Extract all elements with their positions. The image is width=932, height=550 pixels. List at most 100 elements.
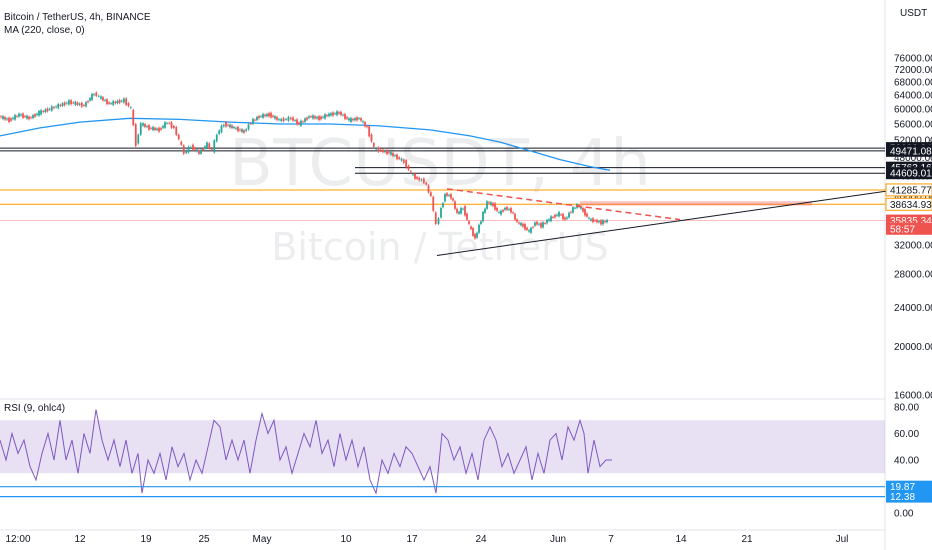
candle[interactable]: [490, 202, 492, 205]
candle[interactable]: [370, 134, 373, 142]
ma-legend[interactable]: MA (220, close, 0): [4, 25, 85, 36]
candle[interactable]: [514, 213, 516, 220]
rsi-line[interactable]: [0, 409, 612, 495]
candle[interactable]: [506, 207, 508, 210]
candle[interactable]: [154, 127, 156, 130]
candle[interactable]: [274, 116, 276, 119]
candle[interactable]: [437, 218, 440, 224]
candle[interactable]: [192, 144, 194, 150]
candle[interactable]: [63, 102, 66, 106]
candle[interactable]: [332, 112, 334, 116]
candle[interactable]: [8, 117, 10, 122]
candle[interactable]: [132, 109, 135, 126]
candle[interactable]: [604, 221, 606, 223]
candle[interactable]: [472, 228, 474, 236]
candle[interactable]: [366, 126, 368, 128]
candle[interactable]: [392, 153, 394, 156]
candle[interactable]: [402, 159, 405, 163]
candle[interactable]: [326, 115, 328, 117]
candle[interactable]: [368, 126, 371, 137]
candle[interactable]: [34, 114, 36, 117]
candle[interactable]: [93, 94, 95, 96]
candle[interactable]: [48, 108, 51, 110]
candle[interactable]: [328, 113, 330, 117]
candle[interactable]: [116, 100, 119, 104]
candle[interactable]: [586, 213, 588, 217]
candle[interactable]: [310, 116, 312, 118]
candle[interactable]: [137, 134, 140, 144]
candle[interactable]: [296, 119, 298, 125]
candle[interactable]: [450, 194, 452, 199]
candle[interactable]: [256, 116, 258, 121]
candle[interactable]: [528, 230, 530, 232]
candle[interactable]: [526, 227, 528, 230]
candle[interactable]: [100, 96, 102, 99]
candle[interactable]: [358, 118, 360, 120]
candle[interactable]: [544, 223, 546, 224]
candle[interactable]: [398, 157, 401, 159]
candle[interactable]: [156, 128, 158, 130]
candle[interactable]: [258, 116, 260, 119]
candle[interactable]: [104, 100, 106, 101]
candle[interactable]: [182, 145, 185, 154]
candle[interactable]: [344, 113, 346, 119]
candle[interactable]: [598, 221, 600, 223]
candle[interactable]: [394, 155, 396, 157]
candle[interactable]: [87, 101, 89, 103]
candle[interactable]: [540, 222, 542, 228]
candle[interactable]: [352, 118, 354, 121]
candle[interactable]: [416, 176, 418, 179]
candle[interactable]: [538, 223, 540, 225]
candle[interactable]: [418, 177, 421, 181]
candle[interactable]: [85, 102, 87, 107]
candle[interactable]: [427, 185, 430, 193]
candle[interactable]: [434, 212, 437, 224]
candle[interactable]: [518, 222, 520, 224]
candle[interactable]: [112, 101, 115, 105]
candle[interactable]: [148, 125, 150, 130]
candle[interactable]: [470, 226, 472, 229]
candle[interactable]: [440, 207, 442, 218]
candle[interactable]: [488, 202, 490, 204]
candle[interactable]: [270, 112, 272, 118]
candle[interactable]: [302, 121, 304, 123]
candle[interactable]: [512, 212, 514, 214]
candle[interactable]: [144, 124, 146, 127]
candle[interactable]: [189, 147, 192, 149]
candle[interactable]: [243, 130, 245, 133]
candle[interactable]: [172, 125, 175, 128]
candle[interactable]: [346, 117, 348, 119]
candle[interactable]: [318, 116, 320, 121]
candle[interactable]: [110, 103, 112, 105]
candle[interactable]: [38, 110, 40, 116]
candle[interactable]: [590, 219, 592, 221]
rsi-legend[interactable]: RSI (9, ohlc4): [4, 403, 66, 414]
candle[interactable]: [407, 165, 410, 170]
candle[interactable]: [53, 107, 55, 109]
candle[interactable]: [10, 118, 12, 121]
candle[interactable]: [396, 154, 398, 160]
candle[interactable]: [95, 92, 98, 96]
candle[interactable]: [594, 220, 596, 222]
candle[interactable]: [57, 104, 60, 109]
candle[interactable]: [462, 208, 464, 210]
candle[interactable]: [266, 114, 268, 117]
candle[interactable]: [306, 117, 308, 120]
candle[interactable]: [360, 118, 362, 121]
candle[interactable]: [340, 111, 342, 116]
candle[interactable]: [482, 211, 484, 222]
candle[interactable]: [16, 115, 18, 117]
candle[interactable]: [202, 148, 204, 151]
candle[interactable]: [20, 114, 22, 116]
candle[interactable]: [456, 208, 458, 213]
candle[interactable]: [80, 102, 83, 107]
candle[interactable]: [160, 128, 162, 130]
candle[interactable]: [180, 141, 183, 145]
candle[interactable]: [504, 207, 506, 210]
candle[interactable]: [334, 113, 336, 115]
candle[interactable]: [74, 101, 77, 105]
candle[interactable]: [231, 125, 233, 128]
candle[interactable]: [442, 203, 444, 208]
candle[interactable]: [596, 219, 598, 223]
